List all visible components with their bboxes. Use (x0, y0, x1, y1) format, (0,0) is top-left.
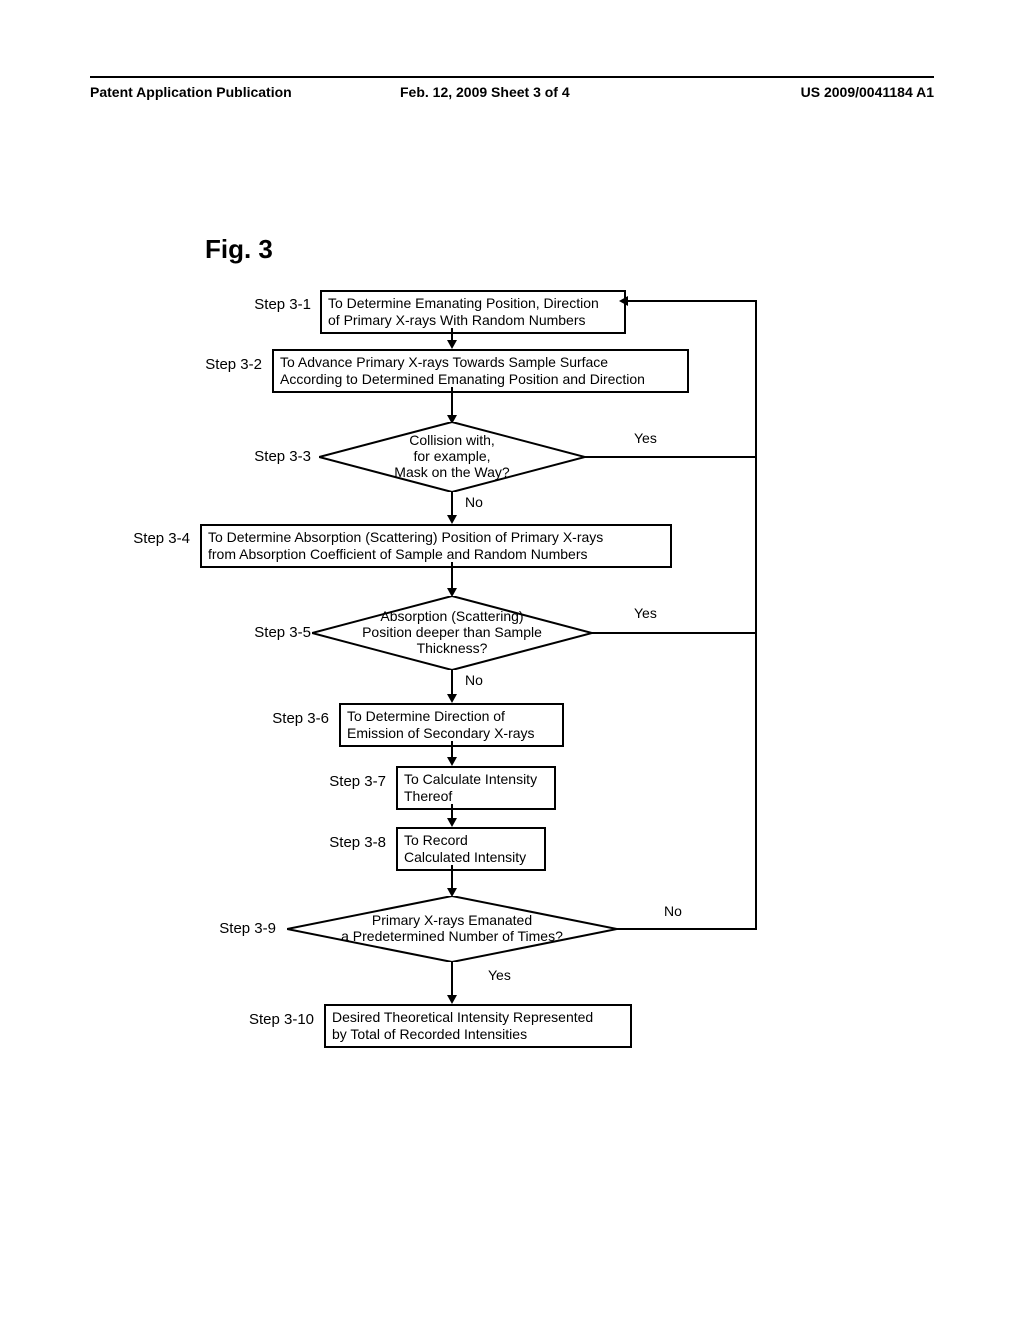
step-diamond-3: Collision with,for example,Mask on the W… (319, 422, 585, 492)
arrow-2-3 (451, 387, 453, 417)
branch-9-no: No (664, 903, 682, 919)
step-label-5: Step 3-5 (221, 624, 311, 641)
header-rule (90, 76, 934, 78)
branch-3-no: No (465, 494, 483, 510)
step-label-3: Step 3-3 (221, 448, 311, 465)
step-diamond-5-text: Absorption (Scattering)Position deeper t… (312, 608, 592, 656)
arrowhead-9-10 (447, 995, 457, 1004)
arrow-3-yes-h (585, 456, 757, 458)
figure-label: Fig. 3 (205, 234, 273, 265)
page: Patent Application Publication Feb. 12, … (0, 0, 1024, 1320)
branch-5-no: No (465, 672, 483, 688)
step-diamond-9-text: Primary X-rays Emanateda Predetermined N… (287, 912, 617, 944)
arrowhead-7-8 (447, 818, 457, 827)
loopback-top-h (626, 300, 757, 302)
arrowhead-1-2 (447, 340, 457, 349)
branch-5-yes: Yes (634, 605, 657, 621)
step-box-10: Desired Theoretical Intensity Represente… (324, 1004, 632, 1048)
step-diamond-3-text: Collision with,for example,Mask on the W… (319, 432, 585, 480)
step-label-2: Step 3-2 (172, 356, 262, 373)
arrow-5-6 (451, 670, 453, 696)
step-diamond-5: Absorption (Scattering)Position deeper t… (312, 596, 592, 670)
step-box-1: To Determine Emanating Position, Directi… (320, 290, 626, 334)
arrowhead-3-4 (447, 515, 457, 524)
arrow-3-4 (451, 492, 453, 517)
header-right: US 2009/0041184 A1 (801, 84, 934, 100)
step-label-10: Step 3-10 (214, 1011, 314, 1028)
loopback-vertical (755, 300, 757, 930)
arrowhead-5-6 (447, 694, 457, 703)
step-label-8: Step 3-8 (296, 834, 386, 851)
header-center: Feb. 12, 2009 Sheet 3 of 4 (400, 84, 570, 100)
step-box-4: To Determine Absorption (Scattering) Pos… (200, 524, 672, 568)
step-box-7: To Calculate IntensityThereof (396, 766, 556, 810)
arrowhead-6-7 (447, 757, 457, 766)
step-box-8: To RecordCalculated Intensity (396, 827, 546, 871)
step-diamond-9: Primary X-rays Emanateda Predetermined N… (287, 896, 617, 962)
header-left: Patent Application Publication (90, 84, 292, 100)
arrow-5-yes-h (592, 632, 757, 634)
arrow-4-5 (451, 562, 453, 590)
step-label-6: Step 3-6 (239, 710, 329, 727)
step-label-1: Step 3-1 (221, 296, 311, 313)
step-label-4: Step 3-4 (100, 530, 190, 547)
branch-3-yes: Yes (634, 430, 657, 446)
step-box-2: To Advance Primary X-rays Towards Sample… (272, 349, 689, 393)
arrow-8-9 (451, 865, 453, 890)
arrow-9-no-h (617, 928, 757, 930)
step-label-9: Step 3-9 (186, 920, 276, 937)
loopback-arrowhead (619, 296, 628, 306)
branch-9-yes: Yes (488, 967, 511, 983)
arrow-9-10 (451, 962, 453, 997)
step-label-7: Step 3-7 (296, 773, 386, 790)
